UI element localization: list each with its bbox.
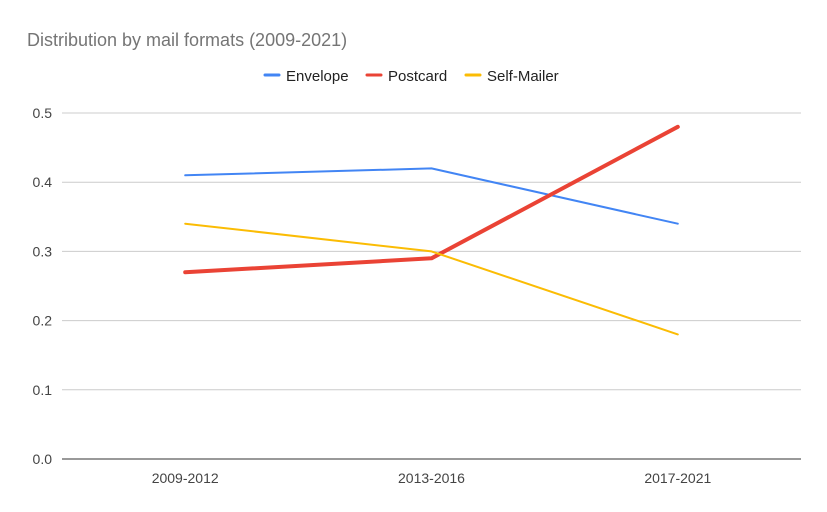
y-tick-label: 0.5 [33,105,53,121]
series-line-postcard [183,124,680,275]
legend-label-self-mailer: Self-Mailer [487,68,559,85]
y-axis-ticks: 0.0 0.1 0.2 0.3 0.4 0.5 [33,105,53,467]
y-tick-label: 0.2 [33,313,53,329]
y-tick-label: 0.4 [33,174,53,190]
legend: Envelope Postcard Self-Mailer [263,68,559,85]
legend-label-envelope: Envelope [286,68,349,85]
gridlines [62,112,801,460]
x-axis-ticks: 2009-2012 2013-2016 2017-2021 [152,470,712,486]
y-tick-label: 0.1 [33,382,53,398]
y-tick-label: 0.0 [33,451,53,467]
legend-label-postcard: Postcard [388,68,447,85]
series-line-envelope [184,167,679,225]
x-tick-label: 2013-2016 [398,470,465,486]
y-tick-label: 0.3 [33,243,53,259]
series-line-self-mailer [184,222,679,336]
x-tick-label: 2017-2021 [644,470,711,486]
x-tick-label: 2009-2012 [152,470,219,486]
series-lines [183,124,680,336]
chart-title: Distribution by mail formats (2009-2021) [27,30,347,50]
